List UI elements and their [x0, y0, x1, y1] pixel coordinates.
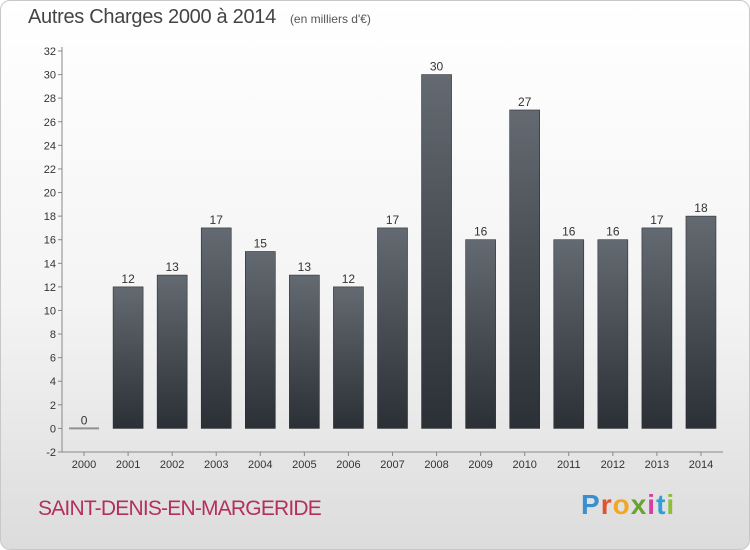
bar-2004 — [245, 251, 276, 429]
y-tick-label: 28 — [44, 93, 56, 105]
x-tick-label-2005: 2005 — [292, 459, 316, 471]
value-label-2014: 18 — [694, 201, 708, 215]
bar-2003 — [200, 227, 232, 429]
x-tick-label-2013: 2013 — [645, 459, 669, 471]
x-tick-label-2003: 2003 — [204, 459, 228, 471]
brand-letter: i — [647, 489, 657, 520]
chart-title: Autres Charges 2000 à 2014 — [28, 6, 276, 28]
y-tick-label: 10 — [44, 305, 56, 317]
x-tick-label-2010: 2010 — [512, 459, 536, 471]
bar-2001 — [112, 286, 144, 429]
y-tick-label: 4 — [50, 376, 56, 388]
y-tick-label: 18 — [44, 211, 56, 223]
bar-2009 — [465, 239, 496, 429]
value-label-2005: 13 — [298, 260, 312, 274]
y-tick-label: 6 — [50, 353, 56, 365]
y-tick-label: 14 — [44, 258, 56, 270]
value-label-2003: 17 — [210, 213, 224, 227]
brand-letter: o — [612, 489, 631, 520]
brand-letter: t — [656, 489, 667, 520]
x-tick-label-2007: 2007 — [380, 459, 404, 471]
x-tick-label-2009: 2009 — [468, 459, 492, 471]
x-tick-label-2014: 2014 — [689, 459, 713, 471]
value-label-2013: 17 — [650, 213, 664, 227]
value-label-2011: 16 — [562, 225, 576, 239]
y-tick-label: 16 — [44, 235, 56, 247]
value-label-2000: 0 — [81, 413, 88, 427]
y-tick-label: 2 — [50, 400, 56, 412]
y-tick-label: 22 — [44, 164, 56, 176]
x-tick-label-2011: 2011 — [557, 459, 581, 471]
bar-2010 — [509, 109, 541, 429]
y-tick-label: 30 — [44, 70, 56, 82]
value-label-2012: 16 — [606, 225, 620, 239]
y-tick-label: 12 — [44, 282, 56, 294]
x-tick-label-2004: 2004 — [248, 459, 272, 471]
title-row: Autres Charges 2000 à 2014 (en milliers … — [28, 6, 371, 29]
brand-letter: r — [600, 489, 613, 520]
y-tick-label: 32 — [44, 46, 56, 58]
y-tick-label: 20 — [44, 188, 56, 200]
y-tick-label: 0 — [50, 423, 56, 435]
bar-2011 — [553, 239, 585, 429]
x-tick-label-2012: 2012 — [601, 459, 625, 471]
chart-unit: (en milliers d'€) — [289, 12, 371, 26]
brand-letter: i — [666, 489, 676, 520]
value-label-2009: 16 — [474, 225, 488, 239]
bar-2005 — [289, 274, 320, 429]
value-label-2006: 12 — [342, 272, 356, 286]
x-tick-label-2008: 2008 — [424, 459, 448, 471]
y-tick-label: 26 — [44, 117, 56, 129]
y-tick-label: 8 — [50, 329, 56, 341]
value-label-2002: 13 — [165, 260, 179, 274]
value-label-2010: 27 — [518, 95, 532, 109]
brand-logo[interactable]: Proxiti — [581, 489, 675, 521]
x-tick-label-2006: 2006 — [336, 459, 360, 471]
value-label-2001: 12 — [121, 272, 135, 286]
value-label-2007: 17 — [386, 213, 400, 227]
y-tick-label: -2 — [46, 447, 56, 459]
bar-2007 — [377, 227, 408, 429]
labels: -202468101214161820222426283032020001220… — [44, 46, 713, 471]
x-tick-label-2001: 2001 — [116, 459, 140, 471]
bar-2014 — [685, 215, 717, 429]
commune-name: SAINT-DENIS-EN-MARGERIDE — [38, 497, 322, 520]
value-label-2008: 30 — [430, 60, 444, 74]
brand-letter: x — [630, 489, 648, 520]
value-label-2004: 15 — [254, 237, 268, 251]
axes — [58, 47, 723, 456]
bar-2006 — [333, 286, 364, 429]
bars — [69, 74, 717, 430]
brand-letter: P — [581, 489, 601, 520]
x-tick-label-2000: 2000 — [72, 459, 96, 471]
y-tick-label: 24 — [44, 140, 56, 152]
bar-2002 — [156, 274, 188, 429]
bar-2008 — [421, 74, 452, 429]
x-tick-label-2002: 2002 — [160, 459, 184, 471]
bar-2012 — [597, 239, 629, 429]
bar-2013 — [641, 227, 673, 429]
